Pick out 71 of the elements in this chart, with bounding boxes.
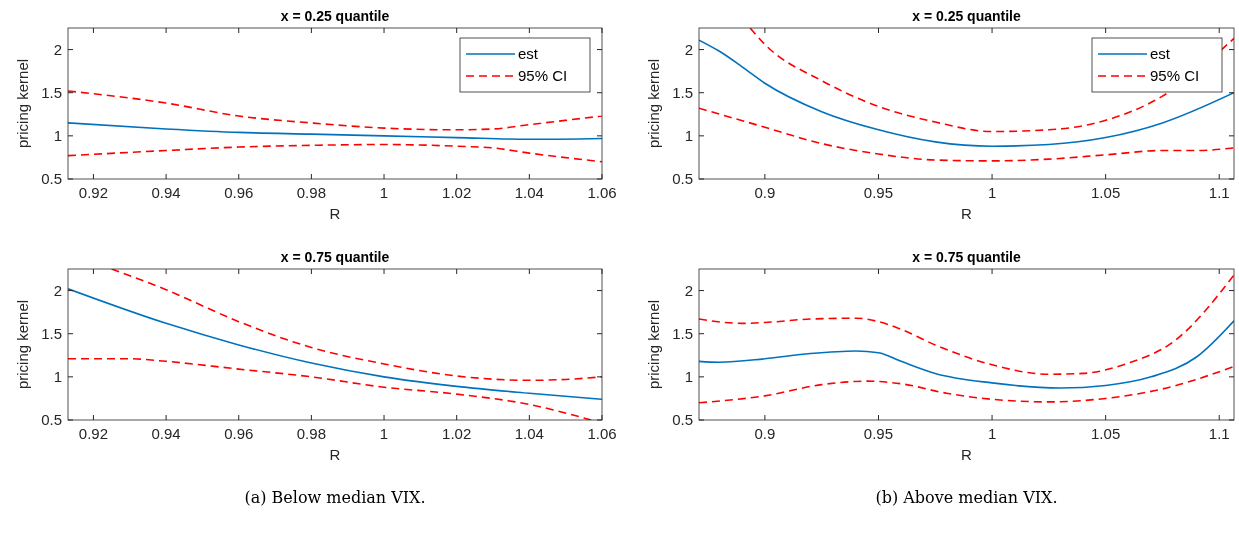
line-series: [68, 122, 602, 141]
legend-label: est: [518, 45, 539, 62]
x-tick-label: 1.1: [1208, 425, 1230, 442]
x-tick-label: 0.98: [296, 425, 326, 442]
y-tick-label: 1.5: [41, 324, 62, 342]
line-series: [68, 288, 602, 401]
x-tick-label: 0.9: [754, 184, 776, 201]
x-tick-label: 0.96: [224, 425, 254, 442]
x-tick-label: 0.95: [863, 184, 894, 201]
y-axis-title: pricing kernel: [14, 58, 31, 149]
x-tick-label: 1: [379, 184, 389, 201]
x-tick-label: 1.02: [442, 184, 472, 201]
y-axis-title: pricing kernel: [645, 58, 662, 149]
y-tick-label: 2: [53, 281, 62, 299]
line-series: [749, 28, 1234, 133]
x-tick-label: 1.06: [587, 184, 617, 201]
legend-label: est: [1150, 45, 1171, 62]
x-tick-label: 1: [379, 425, 389, 442]
y-axis-title: pricing kernel: [645, 299, 662, 390]
y-tick-label: 0.5: [41, 170, 62, 187]
line-series: [68, 143, 602, 163]
y-tick-label: 0.5: [672, 170, 693, 187]
chart-title: x = 0.75 quantile: [280, 249, 390, 265]
x-tick-label: 0.98: [296, 184, 326, 201]
y-tick-label: 2: [684, 40, 693, 58]
chart-title: x = 0.25 quantile: [912, 8, 1021, 24]
x-tick-label: 1.04: [514, 184, 544, 201]
y-tick-label: 1.5: [41, 83, 62, 101]
line-series: [699, 39, 1234, 148]
line-series: [699, 365, 1234, 404]
line-series: [699, 274, 1234, 376]
y-tick-label: 0.5: [672, 411, 693, 428]
x-tick-label: 0.96: [224, 184, 254, 201]
x-tick-label: 0.94: [151, 184, 181, 201]
x-tick-label: 1.1: [1208, 184, 1230, 201]
x-tick-label: 1.05: [1091, 425, 1121, 442]
chart-title: x = 0.25 quantile: [280, 8, 390, 24]
y-tick-label: 1: [53, 126, 62, 144]
x-axis-title: R: [329, 446, 341, 463]
x-tick-label: 1.04: [514, 425, 544, 442]
x-tick-label: 0.94: [151, 425, 181, 442]
x-tick-label: 1.05: [1091, 184, 1121, 201]
y-tick-label: 0.5: [41, 411, 62, 428]
x-tick-label: 0.92: [78, 425, 109, 442]
x-tick-label: 0.95: [863, 425, 894, 442]
x-tick-label: 1.02: [442, 425, 472, 442]
x-tick-label: 1: [987, 425, 997, 442]
y-tick-label: 2: [684, 281, 693, 299]
text: (a) Below median VIX.: [244, 488, 426, 507]
y-tick-label: 1: [53, 367, 62, 385]
y-axis-title: pricing kernel: [14, 299, 31, 390]
y-tick-label: 1: [684, 367, 693, 385]
y-tick-label: 1.5: [672, 324, 693, 342]
x-tick-label: 0.92: [78, 184, 109, 201]
line-series: [68, 357, 592, 420]
line-series: [699, 107, 1234, 162]
y-tick-label: 1: [684, 126, 693, 144]
y-tick-label: 2: [53, 40, 62, 58]
line-series: [699, 319, 1234, 389]
x-axis-title: R: [961, 205, 973, 222]
x-axis-title: R: [961, 446, 973, 463]
y-tick-label: 1.5: [672, 83, 693, 101]
line-series: [68, 90, 602, 131]
legend-label: 95% CI: [1150, 67, 1200, 84]
chart-title: x = 0.75 quantile: [912, 249, 1021, 265]
text: (b) Above median VIX.: [875, 488, 1058, 507]
x-tick-label: 1: [987, 184, 997, 201]
legend-label: 95% CI: [518, 67, 568, 84]
x-tick-label: 1.06: [587, 425, 617, 442]
x-tick-label: 0.9: [754, 425, 776, 442]
x-axis-title: R: [329, 205, 341, 222]
